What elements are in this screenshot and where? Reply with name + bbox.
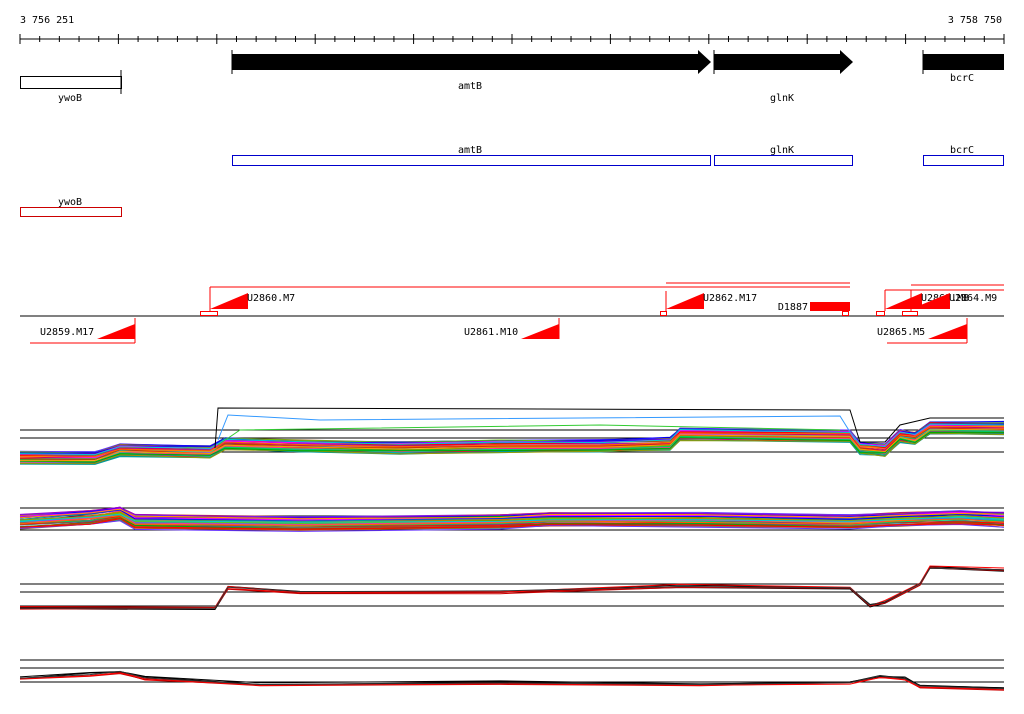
expression-profile-line [19,506,1005,519]
expression-profile-line [19,511,1005,523]
gene-track: ywoB amtB glnK bcrC [20,50,1004,104]
expression-panel-2 [19,506,1005,532]
segment-label: U2862.M17 [703,293,757,304]
cds-amtB[interactable] [232,155,711,166]
segment-label: U2860.M7 [247,293,295,304]
expression-profile-line [19,672,1005,690]
segment-ramp [521,324,559,339]
marker-label: D1887 [778,302,808,313]
segment-bottom-U2861[interactable]: U2861.M10 [464,318,560,339]
expression-profile-line [19,513,1005,523]
segment-ramp [928,324,967,339]
segment-end-marker [902,311,918,316]
expression-profile-line [19,428,1005,462]
segment-label: U2865.M5 [877,327,925,338]
expression-profile-line [19,432,1005,464]
segment-ramp [911,293,950,309]
segment-top-U2860[interactable]: U2860.M7 [200,286,851,316]
expression-profile-line [19,567,1005,609]
segment-bottom-U2859[interactable]: U2859.M17 [30,318,136,344]
gene-ywoB-label: ywoB [58,93,82,104]
expression-profile-line [19,425,1005,457]
gene-glnK[interactable] [714,50,853,74]
expression-profile-line [19,509,1005,521]
segment-top-U2864[interactable]: U2864.M9 [902,284,1005,316]
expression-profile-line [217,424,841,446]
segment-label: U2859.M17 [40,327,94,338]
expression-profile-line [19,508,1005,520]
expression-profiles [19,670,1005,691]
segment-label: U2861.M10 [464,327,518,338]
alt-track: ywoB [20,197,122,217]
expression-profile-line [214,407,1004,449]
expression-profile-line [19,565,1005,608]
gene-ywoB[interactable] [20,76,122,89]
expression-profile-line [19,670,1005,690]
expression-profiles [19,407,1005,465]
cds-amtB-label: amtB [458,145,482,156]
coordinate-ruler: 3 756 251 3 758 750 [19,15,1005,44]
expression-profile-line [19,423,1005,454]
expression-panel-3 [19,565,1005,611]
expression-panel-4 [19,659,1005,691]
ruler-start-label: 3 756 251 [20,15,74,26]
expression-profile-line [19,566,1005,609]
expression-panel-1 [19,407,1005,465]
expression-profiles [19,565,1005,611]
expression-profile-line [19,518,1005,530]
gene-amtB[interactable] [232,50,711,74]
expression-profile-line [19,517,1005,531]
segment-bottom-U2865[interactable]: U2865.M5 [877,318,968,344]
expression-profile-line [19,515,1005,526]
cds-glnK-label: glnK [770,145,794,156]
segment-label: U2864.M9 [949,293,997,304]
marker-box [810,302,850,311]
expression-profile-line [19,515,1005,527]
gene-glnK-label: glnK [770,93,794,104]
cds-track: amtB glnK bcrC [232,145,1004,166]
cds-glnK[interactable] [714,155,853,166]
marker-D1887[interactable]: D1887 [778,302,850,316]
cds-bcrC[interactable] [923,155,1004,166]
expression-profile-line [19,567,1005,611]
ruler-end-label: 3 758 750 [948,15,1002,26]
alt-ywoB[interactable] [20,207,122,217]
expression-profile-line [19,566,1005,609]
alt-ywoB-label: ywoB [58,197,82,208]
expression-profile-line [19,520,1005,532]
expression-profiles [19,506,1005,532]
gene-bcrC[interactable] [923,54,1004,70]
cds-bcrC-label: bcrC [950,145,974,156]
gene-amtB-label: amtB [458,81,482,92]
gene-bcrC-label: bcrC [950,73,974,84]
expression-profile-line [19,508,1005,521]
expression-profile-line [19,423,1005,456]
segment-ramp [666,293,704,309]
segment-track: U2860.M7 U2862.M17 U2863.M8 U2864.M9 D [20,282,1005,344]
segment-ramp [210,293,248,309]
marker-foot [842,311,849,316]
segment-end-marker [200,311,218,316]
ruler-ticks [19,34,1005,44]
segment-ramp [885,293,922,309]
expression-profile-line [19,567,1005,610]
segment-top-U2862[interactable]: U2862.M17 [660,282,851,316]
segment-ramp [97,324,135,339]
expression-profile-line [19,431,1005,463]
segment-end-marker [660,311,667,316]
segment-end-marker [876,311,885,316]
expression-profile-line [217,414,856,441]
